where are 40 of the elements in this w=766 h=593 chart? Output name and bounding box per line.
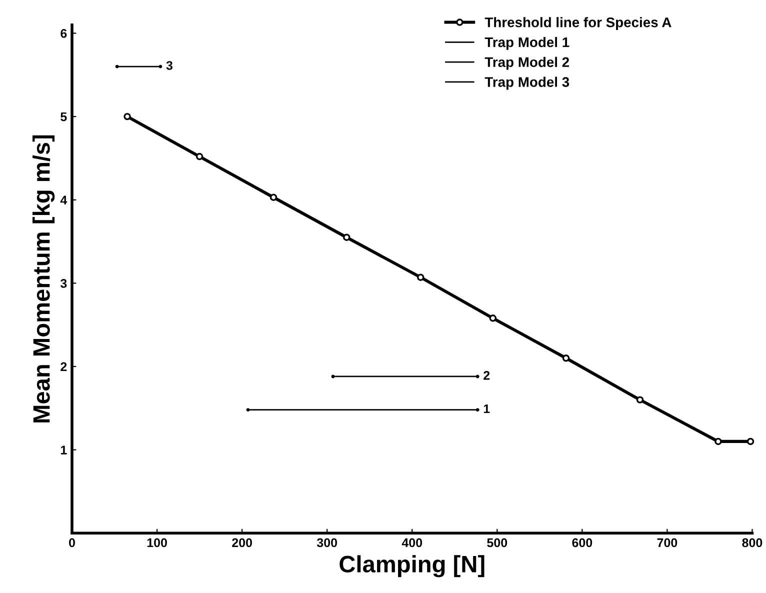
- x-tick-label: 200: [232, 538, 252, 548]
- point: [746, 438, 754, 446]
- y-tick-label: 6: [60, 29, 67, 38]
- point: [476, 374, 480, 378]
- point: [476, 408, 480, 412]
- y-tick-label: 1: [60, 446, 67, 454]
- annotation: 3: [166, 61, 172, 70]
- x-tick-label: 600: [572, 538, 592, 548]
- x-tick-label: 800: [742, 538, 762, 548]
- y-axis-title: Mean Momentum [kg m/s]: [32, 135, 55, 422]
- legend-label: Threshold line for Species A: [484, 17, 672, 30]
- point: [331, 374, 335, 378]
- point: [417, 274, 424, 281]
- point: [246, 408, 250, 412]
- point: [196, 152, 204, 160]
- x-axis-title: Clamping [N]: [340, 555, 484, 578]
- point: [489, 314, 496, 322]
- y-tick-label: 2: [60, 362, 67, 372]
- point: [343, 234, 350, 241]
- legend-label: Trap Model 1: [484, 36, 570, 50]
- legend-label: Trap Model 3: [484, 76, 570, 90]
- point: [562, 354, 570, 362]
- y-tick-label: 3: [60, 278, 67, 288]
- x-tick-label: 700: [657, 538, 678, 548]
- y-tick-label: 5: [60, 112, 67, 122]
- x-tick-label: 500: [487, 538, 508, 548]
- point: [124, 112, 131, 120]
- point: [714, 438, 722, 446]
- x-tick-label: 300: [316, 538, 337, 548]
- point: [636, 396, 644, 404]
- point: [158, 64, 162, 68]
- point: [115, 64, 119, 68]
- legend-label: Trap Model 2: [484, 56, 570, 70]
- x-tick-label: 0: [69, 538, 75, 548]
- point: [270, 194, 278, 201]
- annotation: 1: [484, 404, 490, 414]
- annotation: 2: [484, 370, 490, 380]
- x-tick-label: 400: [402, 538, 422, 548]
- x-tick-label: 100: [147, 538, 167, 548]
- y-tick-label: 4: [60, 196, 68, 204]
